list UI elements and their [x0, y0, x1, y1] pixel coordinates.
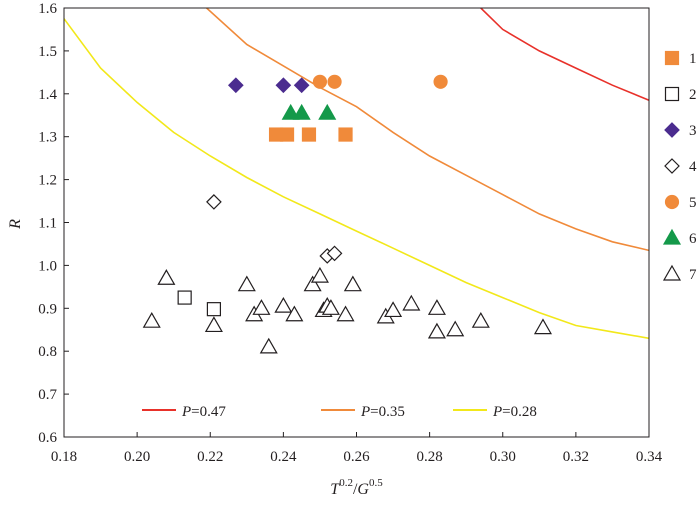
legend-curve-label: P=0.35: [360, 404, 405, 420]
legend-curve-label: P=0.28: [492, 404, 537, 420]
data-point-series-7: [343, 275, 362, 292]
x-title-t-exp: 0.2: [339, 477, 353, 489]
data-point-series-2: [177, 290, 192, 305]
data-point-series-1: [338, 127, 353, 142]
legend-label-2: 2: [689, 87, 697, 103]
legend-curve-var: P: [181, 404, 191, 420]
markers-layer: [142, 74, 553, 354]
data-point-series-5: [312, 74, 328, 89]
x-tick-label: 0.30: [490, 449, 516, 465]
data-point-series-7: [310, 266, 329, 283]
data-point-series-7: [259, 337, 278, 354]
data-point-series-7: [446, 320, 465, 337]
data-point-series-7: [336, 305, 355, 322]
legend-label-5: 5: [689, 195, 697, 211]
data-point-series-7: [252, 299, 271, 315]
data-point-series-7: [142, 311, 161, 328]
curve-legend: P=0.47 P=0.35 P=0.28: [142, 404, 537, 420]
data-point-series-3: [275, 77, 292, 94]
legend-curve-value: =0.47: [191, 404, 226, 420]
curve-p-0-35: [206, 8, 649, 252]
legend-curve-var: P: [492, 404, 502, 420]
marker-legend: 1 2 3 4 5 6 7: [662, 50, 697, 283]
data-point-series-5: [327, 74, 342, 89]
x-tick-label: 0.18: [51, 449, 77, 465]
y-tick-label: 1.4: [38, 87, 57, 103]
data-point-series-7: [303, 275, 322, 292]
x-tick-label: 0.32: [563, 449, 589, 465]
x-title-t: T: [330, 481, 340, 498]
x-tick-labels: 0.18 0.20 0.22 0.24 0.26 0.28 0.30 0.32 0.34: [51, 449, 663, 465]
data-point-series-4: [206, 194, 222, 210]
data-point-series-6: [281, 103, 300, 120]
y-tick-label: 1.5: [38, 44, 57, 60]
legend-label-7: 7: [689, 267, 697, 283]
y-tick-label: 1.2: [38, 173, 57, 189]
y-tick-label: 0.7: [38, 387, 57, 403]
x-tick-label: 0.22: [197, 449, 223, 465]
y-tick-label: 1.1: [38, 216, 57, 232]
y-axis-title: R: [7, 219, 24, 230]
data-point-series-7: [274, 296, 293, 313]
legend-curve-value: =0.28: [502, 404, 537, 420]
data-point-series-7: [402, 294, 421, 311]
y-tick-labels: 0.6 0.7 0.8 0.9 1.0 1.1 1.2 1.3 1.4 1.5 1.6: [38, 1, 57, 446]
x-title-g: G: [357, 481, 369, 498]
data-point-series-7: [427, 299, 446, 315]
x-axis-title: T0.2/G0.5: [330, 477, 383, 498]
legend-marker-6: [662, 228, 682, 245]
legend-marker-1: [664, 50, 680, 66]
data-point-series-7: [157, 269, 176, 285]
y-tick-label: 1.6: [38, 1, 57, 17]
data-point-series-7: [427, 322, 446, 339]
legend-marker-5: [664, 194, 680, 210]
x-title-sep: /: [353, 481, 358, 498]
x-tick-label: 0.26: [343, 449, 370, 465]
x-tick-label: 0.34: [636, 449, 663, 465]
data-point-series-3: [227, 77, 244, 94]
data-point-series-5: [433, 74, 448, 89]
data-point-series-7: [321, 299, 340, 315]
data-point-series-7: [384, 301, 403, 318]
data-point-series-7: [533, 318, 553, 335]
legend-curve-label: P=0.47: [181, 404, 226, 420]
y-tick-label: 1.0: [38, 258, 57, 274]
legend-label-1: 1: [689, 51, 697, 67]
legend-marker-4: [664, 158, 680, 174]
legend-label-3: 3: [689, 123, 697, 139]
legend-marker-7: [662, 264, 682, 281]
y-tick-label: 0.8: [38, 344, 57, 360]
legend-label-6: 6: [689, 231, 697, 247]
legend-label-4: 4: [689, 159, 697, 175]
y-tick-label: 1.3: [38, 130, 57, 146]
data-point-series-2: [206, 302, 222, 317]
data-point-series-7: [204, 316, 223, 333]
data-point-series-7: [237, 275, 256, 292]
legend-curve-value: =0.35: [370, 404, 405, 420]
x-tick-label: 0.28: [417, 449, 443, 465]
y-tick-label: 0.9: [38, 301, 57, 317]
data-point-series-6: [318, 103, 337, 120]
data-point-series-7: [285, 305, 304, 322]
data-point-series-3: [293, 77, 310, 94]
legend-curve-var: P: [360, 404, 370, 420]
curves-layer: [64, 8, 649, 340]
data-point-series-4: [326, 245, 343, 262]
x-tick-label: 0.20: [124, 449, 150, 465]
legend-marker-2: [664, 86, 680, 102]
data-point-series-7: [471, 311, 490, 328]
data-point-series-6: [292, 103, 311, 120]
legend-marker-3: [664, 122, 680, 138]
curve-p-0-28: [64, 18, 649, 340]
axis-ticks: [63, 7, 650, 438]
curve-p-0-47: [480, 8, 649, 101]
x-title-g-exp: 0.5: [369, 477, 383, 489]
x-tick-label: 0.24: [270, 449, 297, 465]
y-tick-label: 0.6: [38, 430, 57, 446]
data-point-series-1: [279, 127, 295, 142]
data-point-series-1: [301, 127, 317, 142]
